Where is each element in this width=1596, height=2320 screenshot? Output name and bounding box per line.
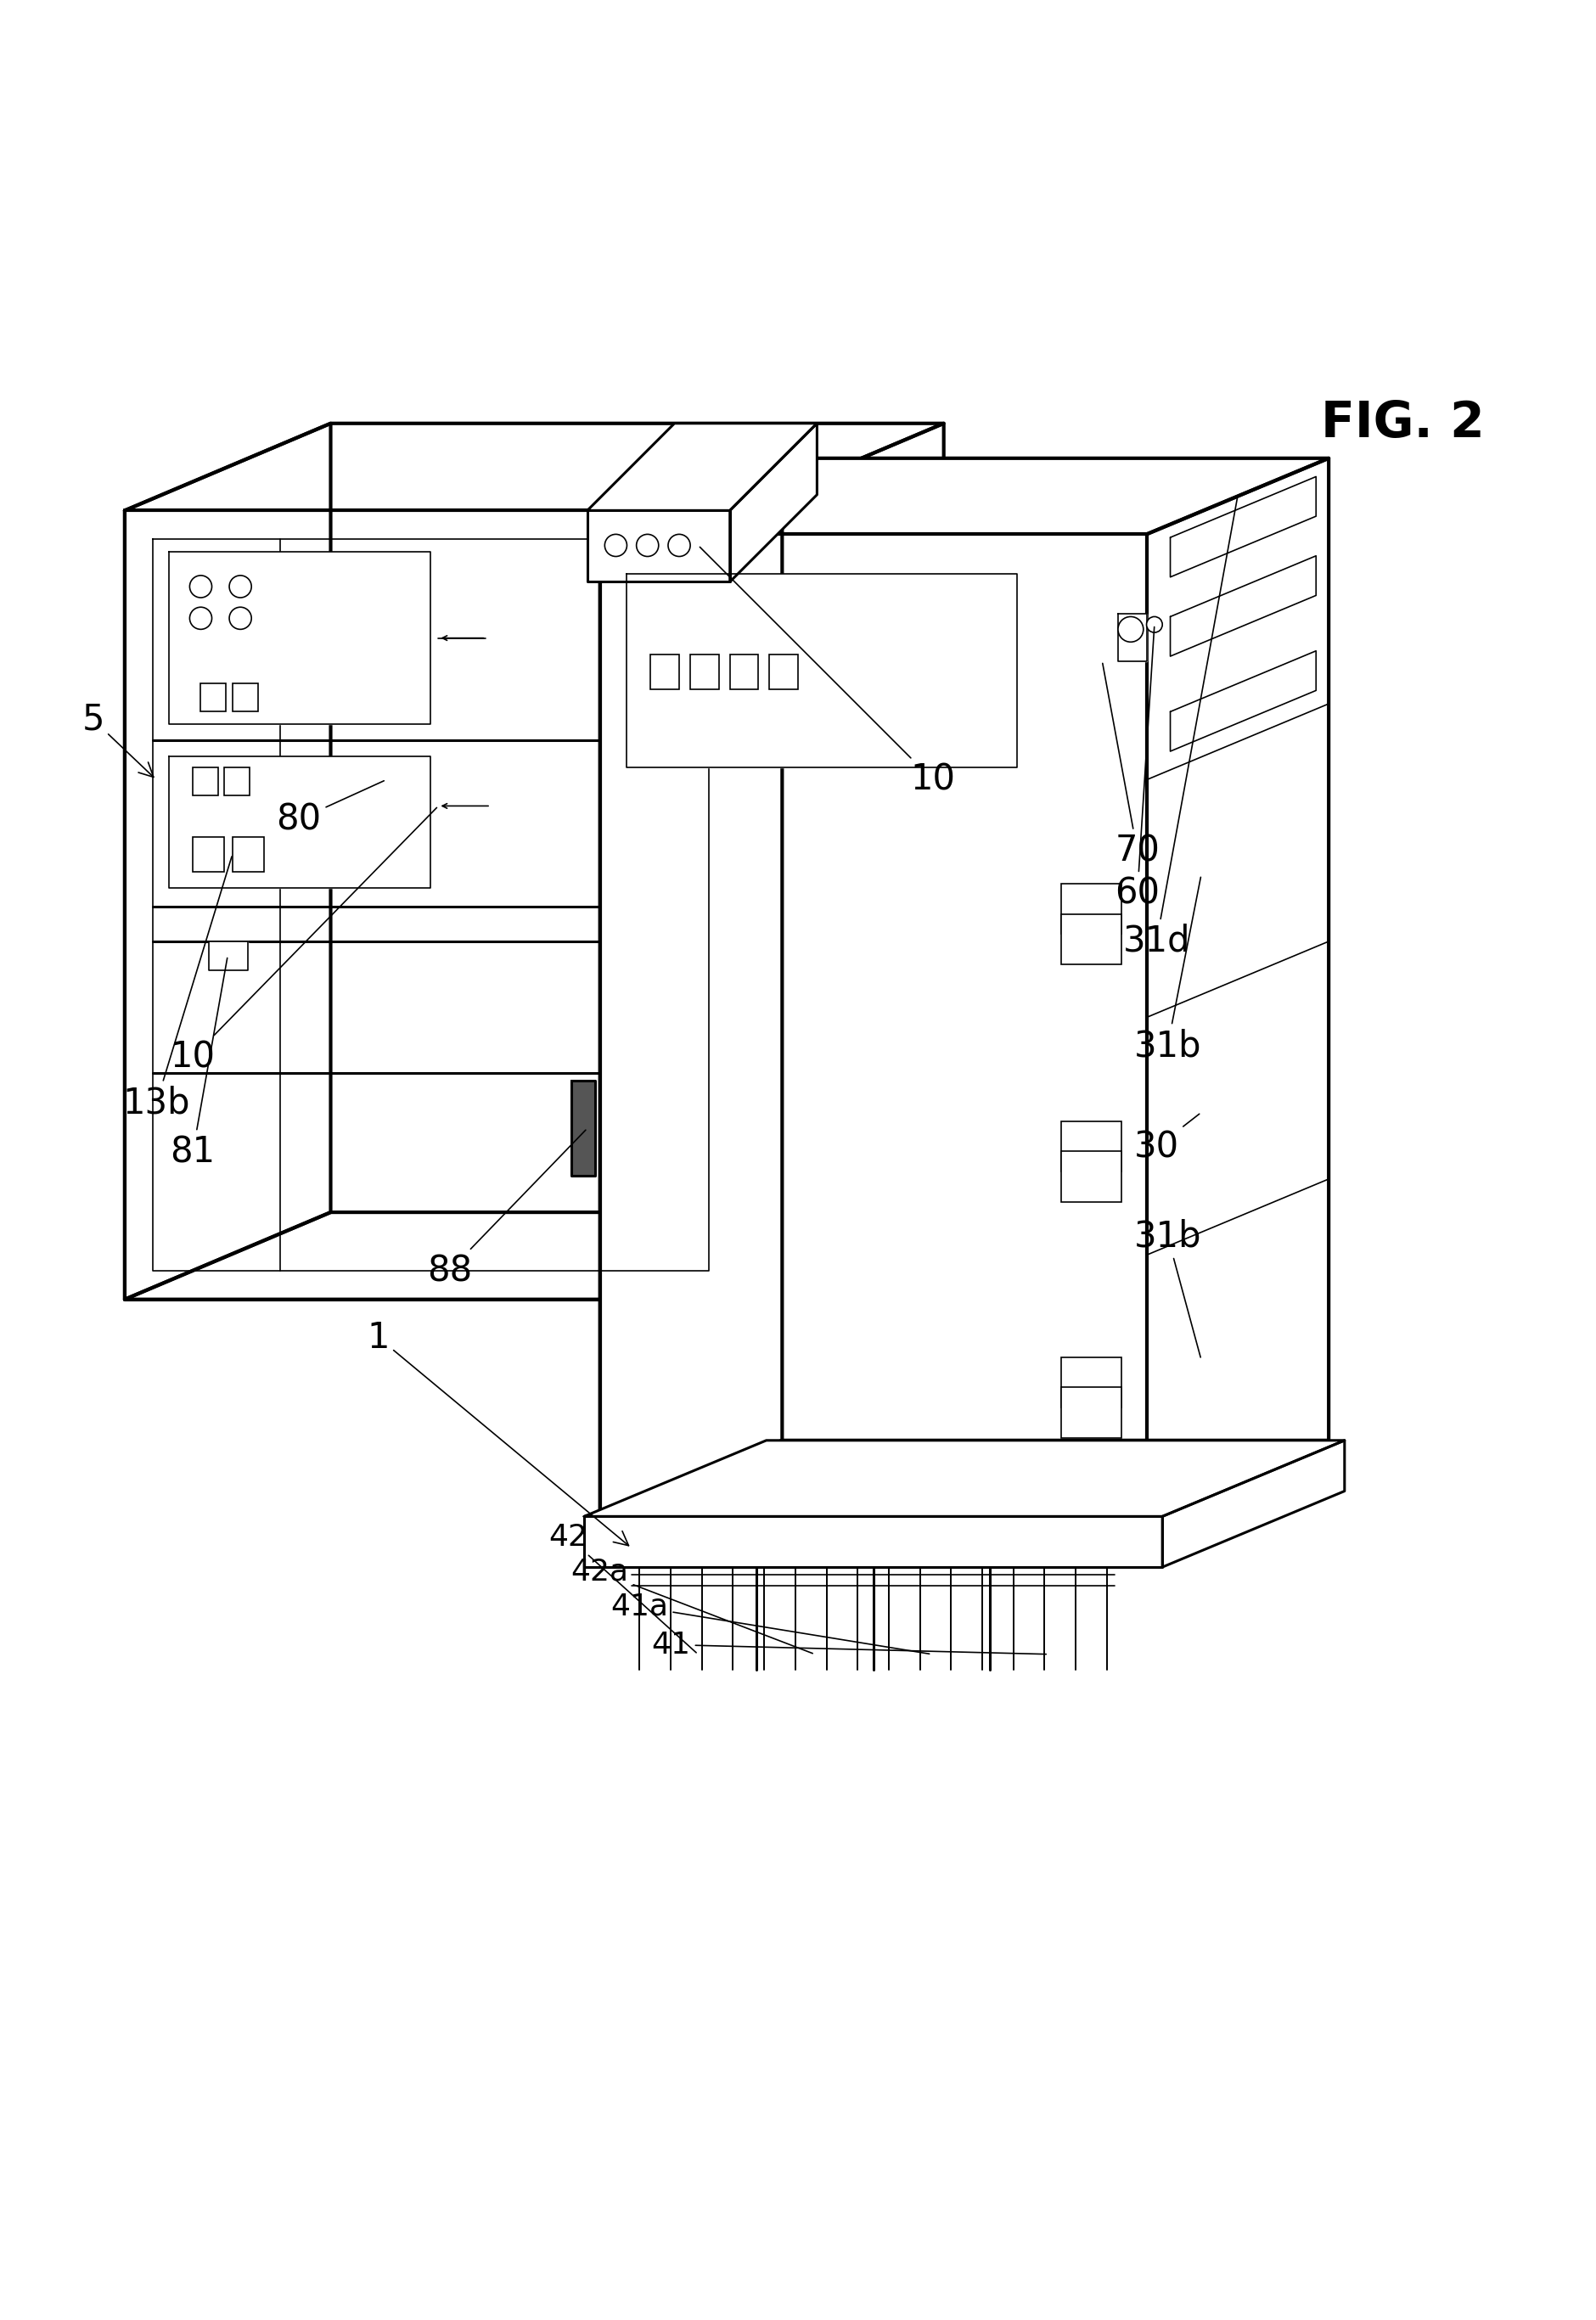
Text: 41: 41 (651, 1631, 1045, 1659)
Text: 60: 60 (1116, 626, 1160, 912)
Polygon shape (169, 552, 431, 724)
Text: 42: 42 (549, 1522, 696, 1652)
Circle shape (190, 575, 212, 599)
Polygon shape (1146, 459, 1329, 1517)
Bar (651, 654, 680, 689)
Polygon shape (124, 1213, 943, 1299)
Bar (233, 838, 263, 872)
Polygon shape (600, 534, 1146, 1517)
Bar (1061, 1151, 1120, 1202)
Polygon shape (1170, 557, 1317, 657)
Polygon shape (124, 422, 943, 510)
Bar (193, 768, 219, 796)
Polygon shape (600, 459, 782, 1517)
Text: 31d: 31d (1122, 499, 1237, 958)
Circle shape (230, 575, 252, 599)
Polygon shape (1170, 476, 1317, 578)
Text: 31b: 31b (1133, 1218, 1202, 1357)
Text: 70: 70 (1103, 664, 1160, 870)
Polygon shape (737, 422, 943, 1299)
Polygon shape (1170, 652, 1317, 752)
Polygon shape (729, 422, 817, 582)
Text: 5: 5 (81, 701, 153, 777)
Bar (193, 838, 225, 872)
Text: 80: 80 (276, 782, 385, 838)
Text: 13b: 13b (123, 856, 231, 1121)
Polygon shape (169, 756, 431, 889)
Polygon shape (584, 1441, 1344, 1517)
Circle shape (190, 608, 212, 629)
Text: 88: 88 (426, 1130, 586, 1288)
Text: 81: 81 (171, 958, 227, 1169)
Polygon shape (584, 1517, 1162, 1566)
Polygon shape (571, 1081, 595, 1176)
Polygon shape (600, 459, 1329, 534)
Bar (233, 682, 259, 712)
Polygon shape (587, 422, 817, 510)
Bar (769, 654, 798, 689)
Circle shape (1119, 617, 1143, 643)
Polygon shape (1162, 1441, 1344, 1566)
Polygon shape (124, 422, 330, 1299)
Text: 42a: 42a (571, 1557, 812, 1654)
Bar (225, 768, 251, 796)
Bar (1061, 1121, 1120, 1172)
Text: 10: 10 (701, 548, 954, 798)
Circle shape (230, 608, 252, 629)
Polygon shape (124, 510, 737, 1299)
Text: FIG. 2: FIG. 2 (1321, 399, 1484, 448)
Bar (691, 654, 718, 689)
Circle shape (669, 534, 691, 557)
Text: 41a: 41a (611, 1592, 929, 1654)
Text: 1: 1 (367, 1320, 629, 1545)
Bar (1061, 884, 1120, 935)
Polygon shape (209, 942, 249, 970)
Polygon shape (627, 573, 1017, 768)
Circle shape (605, 534, 627, 557)
Circle shape (637, 534, 659, 557)
Polygon shape (587, 510, 729, 582)
Text: 31b: 31b (1133, 877, 1202, 1065)
Bar (1061, 1357, 1120, 1408)
Text: 30: 30 (1133, 1114, 1199, 1165)
Polygon shape (1119, 612, 1146, 661)
Polygon shape (600, 1441, 1329, 1517)
Text: 10: 10 (171, 807, 437, 1074)
Bar (1061, 914, 1120, 965)
Circle shape (1146, 617, 1162, 633)
Bar (1061, 1387, 1120, 1438)
Bar (729, 654, 758, 689)
Bar (201, 682, 227, 712)
